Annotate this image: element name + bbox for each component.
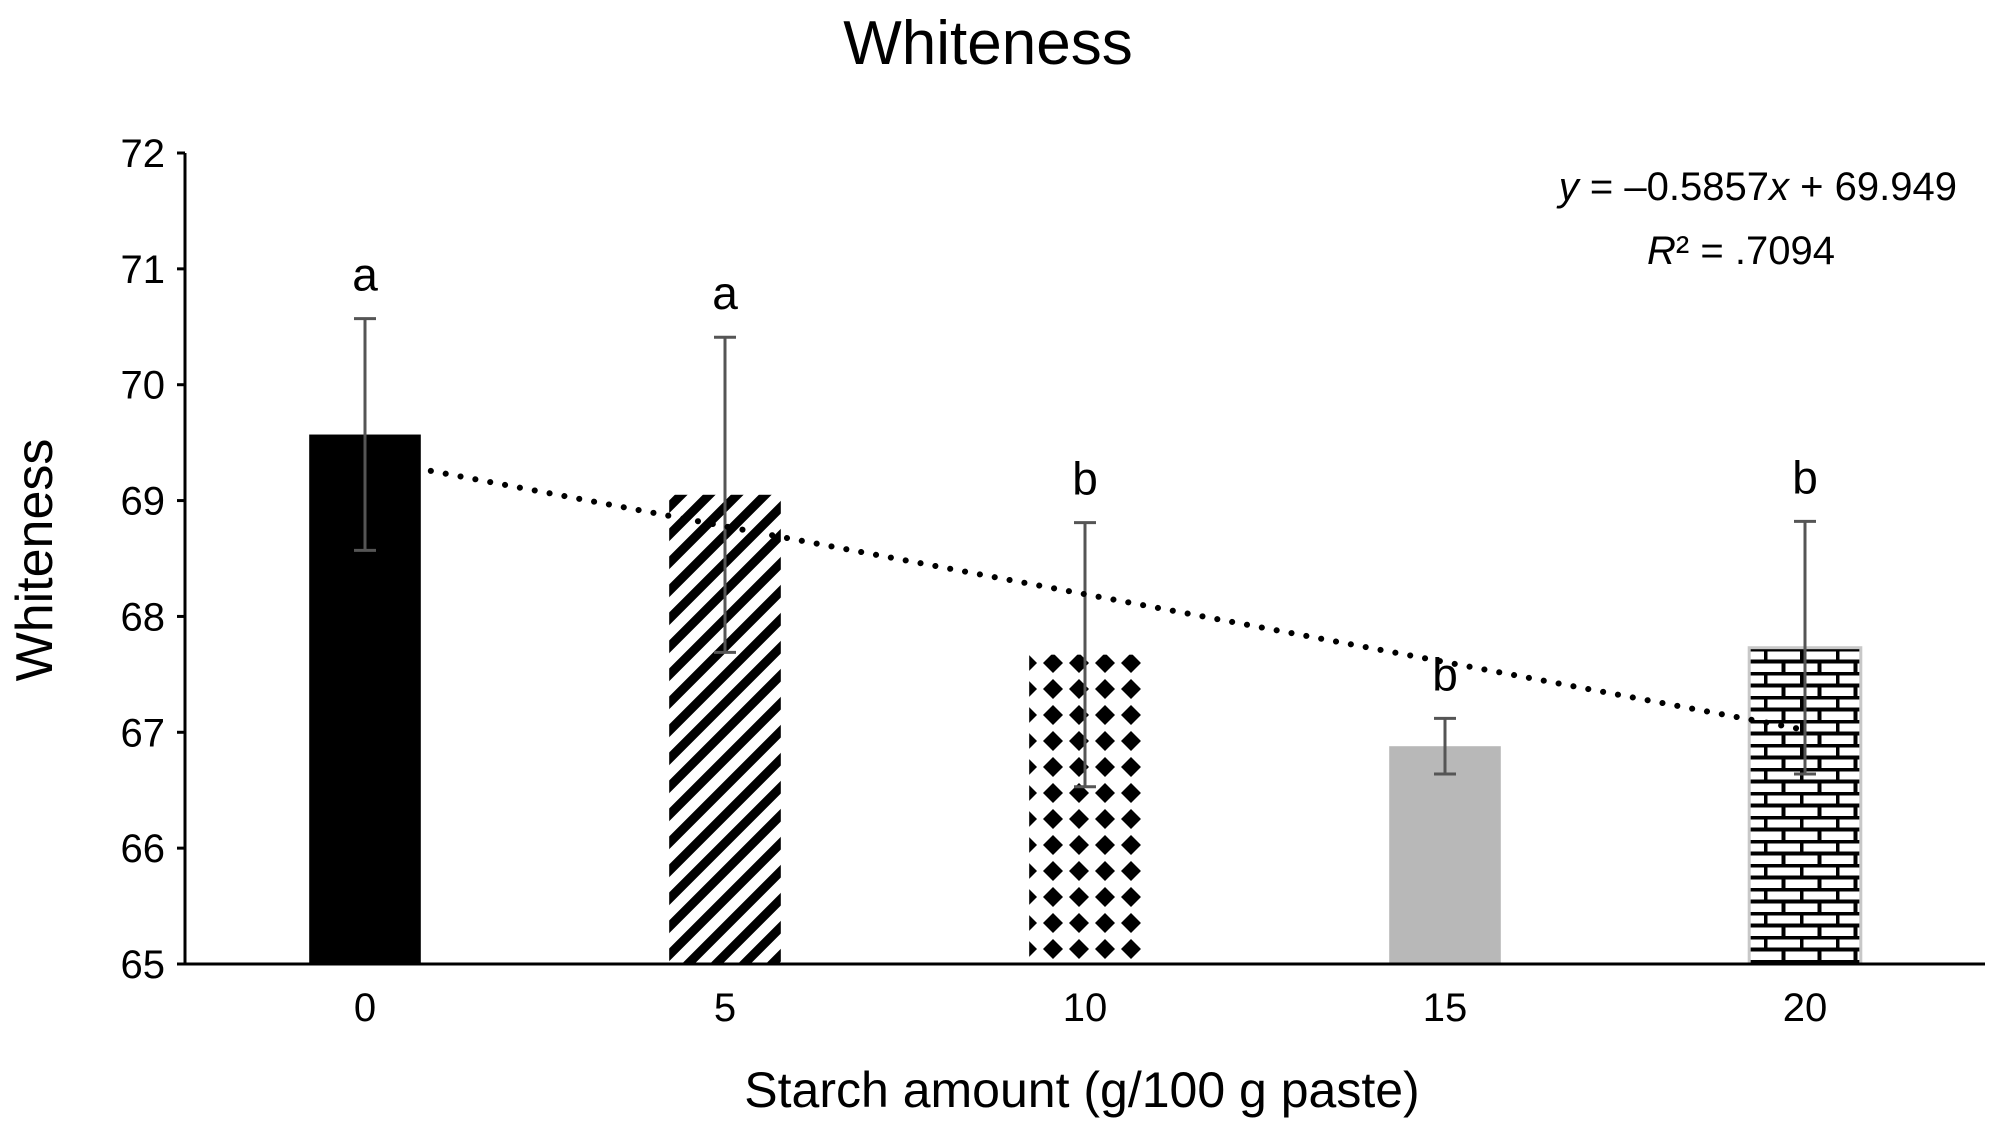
y-tick-label: 65: [121, 943, 166, 987]
error-bars-layer: [354, 317, 1816, 789]
significance-letter: b: [1072, 453, 1098, 505]
bars-layer: [309, 434, 1863, 966]
y-tick-labels: 65 66 67 68 69 70 71 72: [121, 132, 185, 987]
trendline-r2: R² = .7094: [1647, 229, 1835, 273]
y-tick-label: 71: [121, 248, 166, 292]
y-axis-label: Whiteness: [6, 439, 64, 682]
y-tick-label: 72: [121, 132, 166, 176]
chart-title: Whiteness: [843, 9, 1132, 78]
x-tick-label: 20: [1783, 986, 1828, 1030]
bar-15: [1389, 746, 1501, 964]
trendline-equation: y = –0.5857x + 69.949: [1556, 165, 1957, 209]
error-bar-20: [1794, 519, 1816, 776]
error-bar-5: [714, 335, 736, 654]
x-tick-label: 15: [1423, 986, 1468, 1030]
y-tick-label: 68: [121, 595, 166, 639]
error-bar-0: [354, 317, 376, 552]
trendline: [427, 467, 1808, 733]
error-bar-10: [1074, 521, 1096, 789]
significance-letter: a: [352, 249, 378, 301]
significance-letter: b: [1792, 451, 1818, 503]
error-bar-15: [1434, 716, 1456, 776]
y-tick-label: 66: [121, 827, 166, 871]
x-axis-label: Starch amount (g/100 g paste): [744, 1062, 1419, 1118]
y-tick-label: 67: [121, 711, 166, 755]
y-tick-label: 69: [121, 480, 166, 524]
y-tick-label: 70: [121, 364, 166, 408]
x-tick-label: 5: [714, 986, 736, 1030]
x-tick-label: 10: [1063, 986, 1108, 1030]
x-tick-labels: 0 5 10 15 20: [354, 986, 1827, 1030]
significance-letter: a: [712, 267, 738, 319]
x-tick-label: 0: [354, 986, 376, 1030]
significance-letter: b: [1432, 648, 1458, 700]
significance-letters-layer: a a b b b: [352, 249, 1818, 701]
